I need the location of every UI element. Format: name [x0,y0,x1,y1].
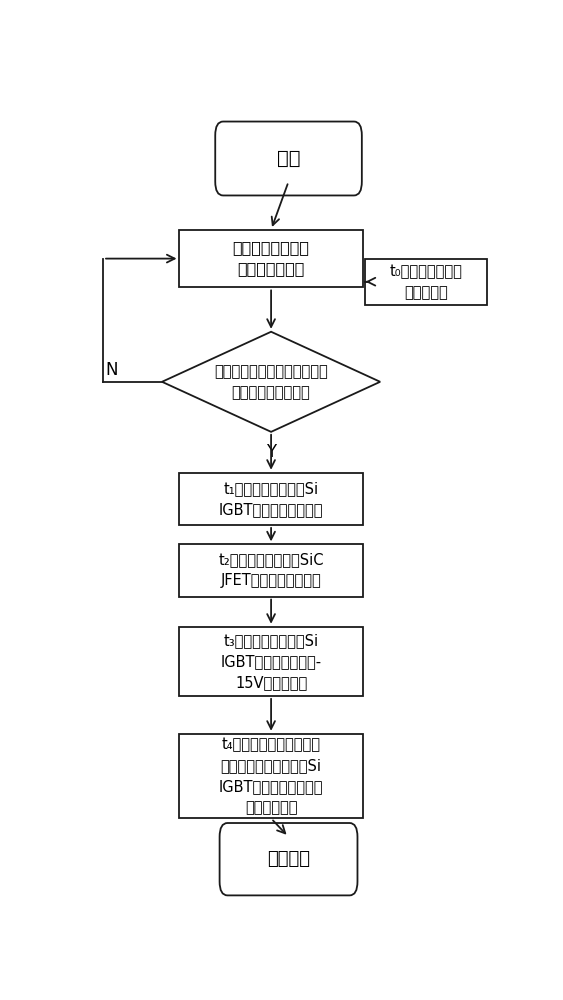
Polygon shape [162,332,380,432]
Bar [365,259,487,305]
Text: N: N [106,361,118,379]
Bar [180,473,363,525]
FancyBboxPatch shape [215,122,362,195]
Text: 开始: 开始 [277,149,300,168]
FancyBboxPatch shape [220,823,358,895]
Bar [180,544,363,597]
Bar [180,627,363,696]
Text: 采集的电流信号是否超过单片
机模块设定电流阀値: 采集的电流信号是否超过单片 机模块设定电流阀値 [214,364,328,400]
Text: 采样模块实时采集
主电路电流信号: 采样模块实时采集 主电路电流信号 [233,241,310,277]
Text: t₄时刻，金属氧化物压敏
电阵动作，电流开始由Si
IGBT器件向金属氧化物
压敏电阵转移: t₄时刻，金属氧化物压敏 电阵动作，电流开始由Si IGBT器件向金属氧化物 压… [219,737,323,815]
Bar [180,734,363,818]
Text: t₀时刻，系统出现
干扰或短路: t₀时刻，系统出现 干扰或短路 [390,264,462,300]
Text: Y: Y [266,443,276,461]
Text: t₁时刻，驱动模块对Si
IGBT器件执行导通信号: t₁时刻，驱动模块对Si IGBT器件执行导通信号 [219,481,323,517]
Bar [180,230,363,287]
Text: t₂时刻，驱动模块对SiC
JFET器件执行关断信号: t₂时刻，驱动模块对SiC JFET器件执行关断信号 [218,552,324,588]
Text: t₃时刻，驱动模块给Si
IGBT器件栌射极施加-
15V的关断信号: t₃时刻，驱动模块给Si IGBT器件栌射极施加- 15V的关断信号 [221,633,321,690]
Text: 关断结束: 关断结束 [267,850,310,868]
